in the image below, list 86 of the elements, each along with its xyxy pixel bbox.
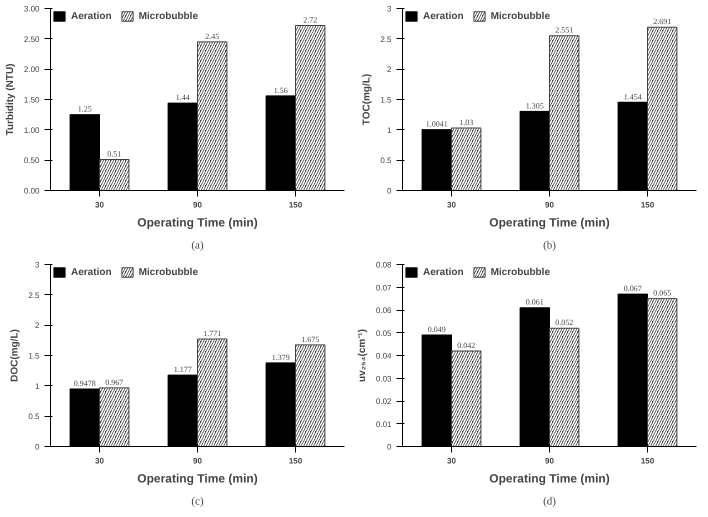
- data-label: 1.675: [301, 334, 320, 344]
- y-tick-label: 0: [387, 442, 392, 452]
- y-axis-title: DOC(mg/L): [9, 329, 20, 382]
- y-tick-label: 0: [387, 186, 392, 196]
- y-tick-label: 1: [387, 126, 392, 135]
- data-label: 1.305: [526, 101, 544, 110]
- data-label: 1.56: [274, 86, 288, 95]
- legend-label: Aeration: [71, 266, 112, 278]
- x-tick-label: 90: [193, 456, 202, 466]
- legend-label: Microbubble: [138, 266, 198, 278]
- text: (b): [543, 240, 556, 252]
- x-axis-title: Operating Time (min): [137, 472, 258, 486]
- data-label: 1.25: [78, 104, 92, 114]
- y-tick-label: 1.5: [380, 96, 392, 104]
- y-tick-label: 0.50: [24, 156, 40, 166]
- y-tick-label: 3: [35, 260, 40, 270]
- x-tick-label: 30: [447, 200, 456, 210]
- y-tick-label: 0: [35, 442, 40, 452]
- data-label: 1.379: [272, 352, 290, 362]
- data-label: 1.0041: [426, 120, 448, 129]
- data-label: 0.967: [105, 378, 124, 387]
- y-tick-label: 3: [387, 4, 392, 14]
- y-tick-label: 1.50: [24, 96, 40, 104]
- y-tick-label: 1.5: [28, 352, 40, 360]
- y-tick-label: 2.5: [380, 34, 392, 44]
- data-label: 2.45: [205, 32, 220, 41]
- x-tick-label: 150: [288, 200, 303, 210]
- y-tick-label: 3.00: [24, 4, 40, 14]
- y-tick-label: 1: [35, 382, 40, 391]
- data-label: 0.042: [457, 340, 476, 350]
- x-axis-title: Operating Time (min): [489, 472, 610, 486]
- y-axis-title: Turbidity (NTU): [4, 63, 16, 136]
- legend-label: Microbubble: [138, 10, 198, 22]
- legend-label: Aeration: [71, 10, 112, 22]
- data-label: 1.177: [174, 365, 192, 374]
- data-label: 0.061: [526, 298, 544, 307]
- text: (a): [191, 240, 204, 252]
- data-label: 2.551: [555, 26, 574, 35]
- y-tick-label: 0.08: [376, 260, 392, 270]
- x-tick-label: 150: [288, 456, 303, 466]
- y-tick-label: 0.07: [376, 283, 392, 292]
- data-label: 1.44: [176, 93, 190, 102]
- y-tick-label: 0.00: [24, 186, 40, 196]
- legend-label: Aeration: [423, 266, 464, 278]
- x-tick-label: 30: [95, 456, 104, 466]
- data-label: 1.454: [624, 92, 642, 102]
- data-label: 0.067: [624, 284, 642, 294]
- y-tick-label: 0.5: [28, 412, 40, 422]
- y-tick-label: 2.5: [28, 290, 40, 300]
- y-tick-label: 2: [387, 65, 392, 74]
- y-tick-label: 2: [35, 321, 40, 330]
- data-label: 1.771: [203, 329, 222, 338]
- y-tick-label: 2.00: [24, 65, 40, 74]
- data-label: 0.065: [653, 288, 672, 298]
- y-axis-title: uv₂₅₄(cm⁻¹): [356, 329, 368, 382]
- x-tick-label: 90: [545, 456, 554, 466]
- x-tick-label: 150: [640, 456, 655, 466]
- data-label: 2.72: [303, 15, 318, 24]
- y-tick-label: 2.50: [24, 34, 40, 44]
- y-tick-label: 0.05: [376, 328, 392, 338]
- data-label: 0.049: [428, 325, 446, 334]
- y-tick-label: 0.04: [376, 352, 392, 360]
- data-label: 2.691: [653, 17, 672, 26]
- x-tick-label: 30: [95, 200, 104, 210]
- data-label: 0.51: [107, 150, 122, 159]
- x-axis-title: Operating Time (min): [137, 216, 258, 230]
- data-label: 0.9478: [74, 379, 96, 388]
- legend-label: Microbubble: [490, 10, 550, 22]
- x-tick-label: 30: [447, 456, 456, 466]
- y-tick-label: 0.01: [376, 420, 392, 429]
- y-tick-label: 1.00: [24, 126, 40, 135]
- x-tick-label: 150: [640, 200, 655, 210]
- x-axis-title: Operating Time (min): [489, 216, 610, 230]
- legend-label: Microbubble: [490, 266, 550, 278]
- y-tick-label: 0.06: [376, 306, 392, 315]
- y-tick-label: 0.03: [376, 374, 392, 384]
- data-label: 1.03: [459, 118, 474, 128]
- data-label: 0.052: [555, 318, 574, 328]
- text: (c): [191, 496, 204, 508]
- y-axis-title: TOC(mg/L): [361, 74, 372, 126]
- legend-label: Aeration: [423, 10, 464, 22]
- x-tick-label: 90: [193, 200, 202, 210]
- text: (d): [543, 496, 556, 508]
- y-tick-label: 0.5: [380, 156, 392, 166]
- x-tick-label: 90: [545, 200, 554, 210]
- y-tick-label: 0.02: [376, 397, 392, 406]
